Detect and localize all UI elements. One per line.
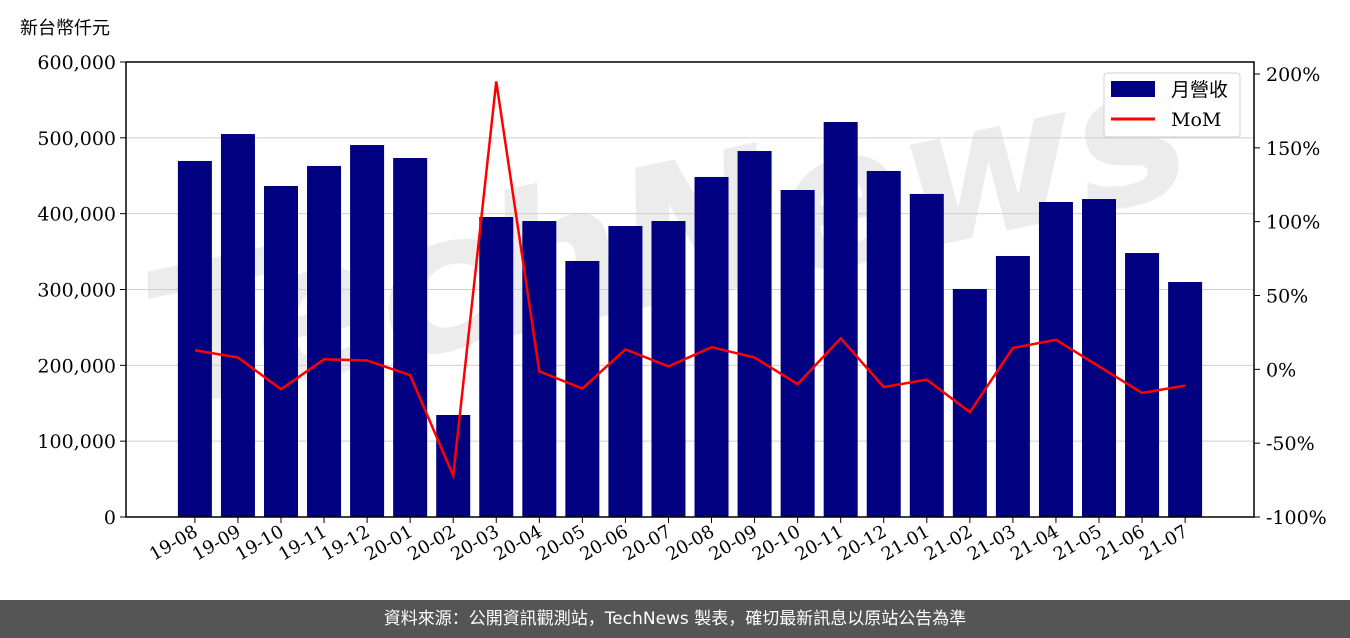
y-tick-label: 500,000 <box>37 128 116 150</box>
x-tick-label: 20-06 <box>576 521 631 565</box>
y2-tick-label: -50% <box>1266 433 1315 455</box>
bar-20-07 <box>651 221 686 517</box>
x-tick-label: 20-12 <box>835 521 890 565</box>
x-tick-label: 21-01 <box>878 521 933 565</box>
mom-line <box>194 81 1186 481</box>
legend-bar-swatch <box>1111 81 1155 97</box>
bar-19-12 <box>350 145 385 517</box>
y2-tick-label: -100% <box>1266 507 1327 529</box>
x-tick-label: 21-07 <box>1136 521 1191 565</box>
bar-20-03 <box>479 217 514 517</box>
y2-tick-label: 0% <box>1266 359 1296 381</box>
x-tick-label: 20-07 <box>620 521 675 565</box>
y-tick-label: 100,000 <box>37 431 116 453</box>
bar-19-11 <box>307 165 342 517</box>
bar-21-01 <box>909 193 944 517</box>
bar-19-10 <box>263 185 298 518</box>
y-tick-label: 0 <box>104 507 116 529</box>
bar-21-04 <box>1038 201 1073 517</box>
x-tick-label: 21-06 <box>1093 521 1148 565</box>
x-tick-label: 21-04 <box>1007 521 1062 565</box>
x-tick-label: 19-09 <box>189 521 244 565</box>
x-tick-label: 20-04 <box>490 521 545 565</box>
bar-20-11 <box>823 121 858 518</box>
x-tick-label: 20-01 <box>361 521 416 565</box>
x-tick-label: 20-03 <box>447 521 502 565</box>
bar-20-10 <box>780 190 815 518</box>
bar-19-08 <box>177 160 212 517</box>
bar-21-07 <box>1168 281 1203 517</box>
y-axis-unit-label: 新台幣仟元 <box>20 18 110 39</box>
x-tick-label: 20-10 <box>749 521 804 565</box>
y2-tick-label: 200% <box>1266 64 1320 86</box>
legend-label-mom: MoM <box>1171 109 1221 131</box>
x-tick-label: 19-10 <box>232 521 287 565</box>
y-tick-label: 300,000 <box>37 280 116 302</box>
y2-tick-label: 50% <box>1266 286 1308 308</box>
x-tick-label: 21-05 <box>1050 521 1105 565</box>
x-tick-label: 21-03 <box>964 521 1019 565</box>
plot-frame <box>125 61 1255 518</box>
x-tick-label: 20-02 <box>404 521 459 565</box>
revenue-chart: TechNews0100,000200,000300,000400,000500… <box>37 18 1327 565</box>
x-tick-label: 19-11 <box>275 521 330 565</box>
y2-tick-label: 100% <box>1266 212 1320 234</box>
y-tick-label: 200,000 <box>37 355 116 377</box>
x-tick-label: 20-08 <box>663 521 718 565</box>
x-tick-label: 19-12 <box>318 521 373 565</box>
bar-20-09 <box>737 151 772 518</box>
y-tick-label: 600,000 <box>37 52 116 74</box>
x-tick-label: 20-09 <box>706 521 761 565</box>
x-tick-label: 20-05 <box>533 521 588 565</box>
source-footer: 資料來源：公開資訊觀測站，TechNews 製表，確切最新訊息以原站公告為準 <box>0 600 1350 638</box>
bar-19-09 <box>220 134 255 517</box>
bar-21-03 <box>995 255 1030 517</box>
y2-tick-label: 150% <box>1266 138 1320 160</box>
x-tick-label: 20-11 <box>792 521 847 565</box>
bar-20-12 <box>866 170 901 517</box>
legend-label-revenue: 月營收 <box>1171 79 1228 101</box>
x-tick-label: 21-02 <box>921 521 976 565</box>
y-tick-label: 400,000 <box>37 204 116 226</box>
bar-20-01 <box>393 158 428 517</box>
bar-20-06 <box>608 226 643 517</box>
x-tick-label: 19-08 <box>146 521 201 565</box>
